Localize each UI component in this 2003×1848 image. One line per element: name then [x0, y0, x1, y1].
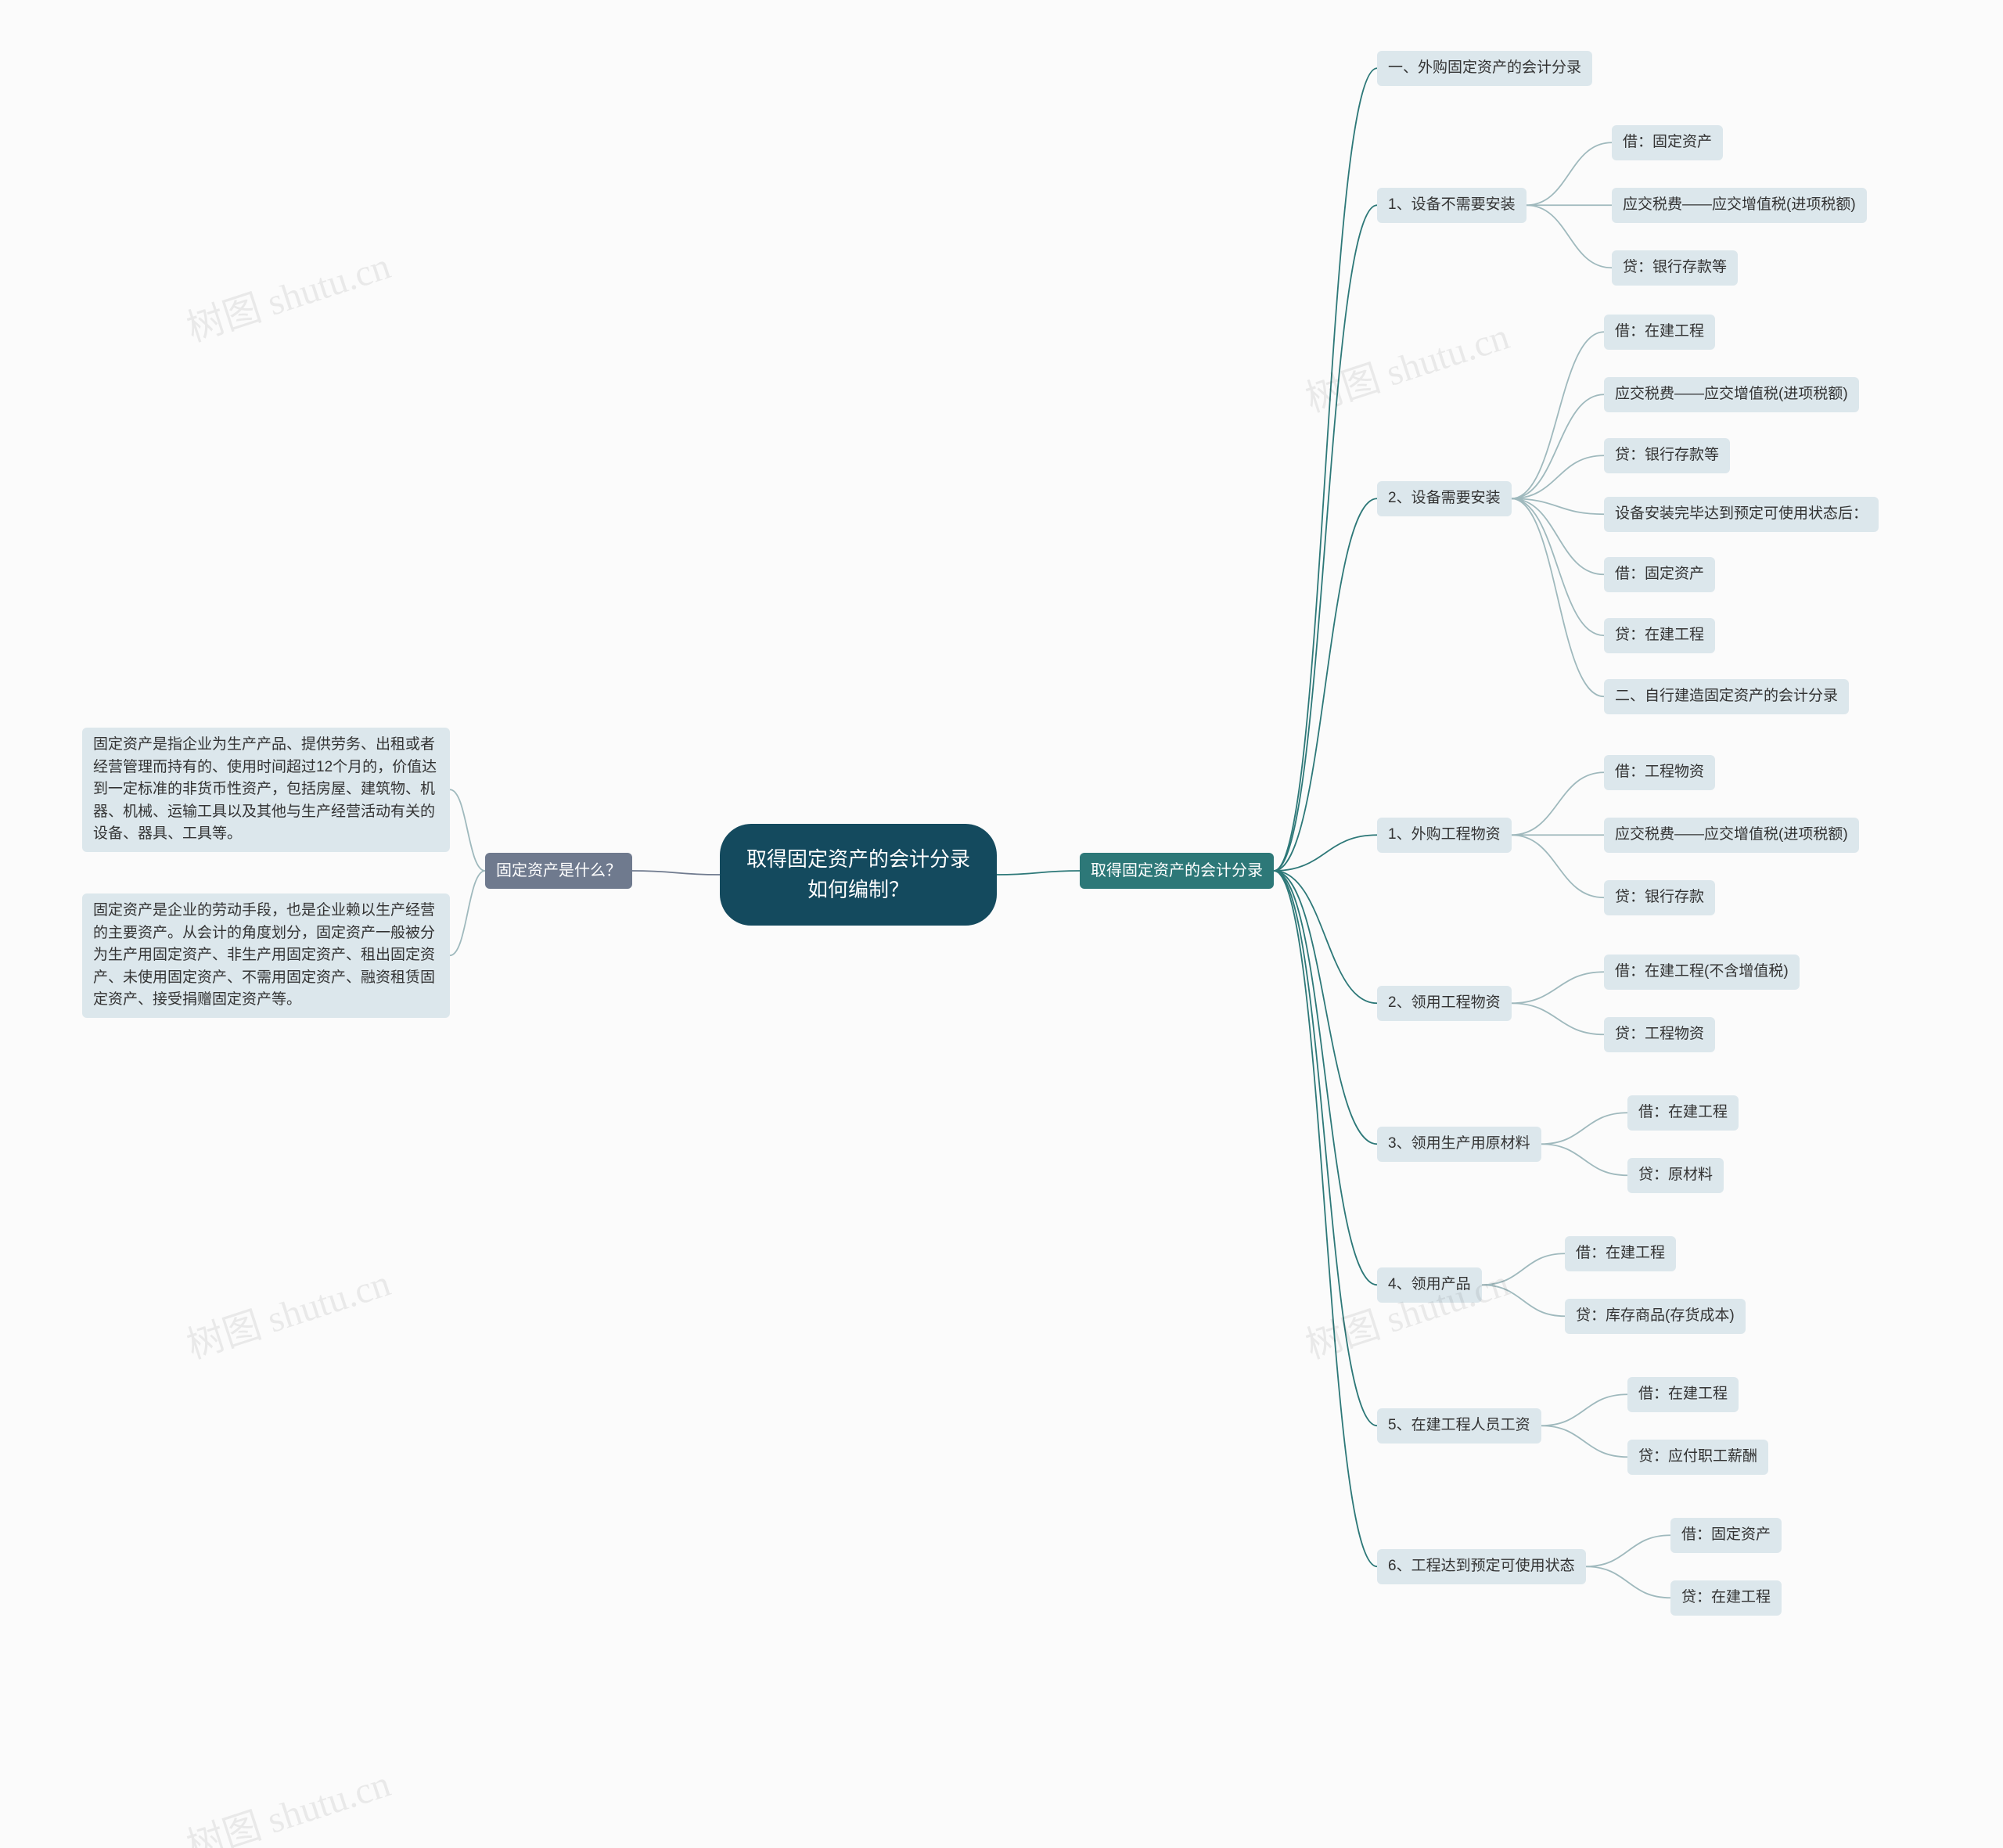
branch-what-is-fixed-asset: 固定资产是什么？ [485, 853, 632, 889]
right-grandchild-8-0: 借：固定资产 [1670, 1518, 1782, 1553]
right-grandchild-3-0: 借：工程物资 [1604, 755, 1715, 790]
right-grandchild-2-2: 贷：银行存款等 [1604, 438, 1730, 473]
right-grandchild-8-1: 贷：在建工程 [1670, 1580, 1782, 1616]
right-grandchild-3-1: 应交税费——应交增值税(进项税额) [1604, 818, 1859, 853]
right-grandchild-1-2: 贷：银行存款等 [1612, 250, 1738, 286]
right-child-8: 6、工程达到预定可使用状态 [1377, 1549, 1586, 1584]
branch-accounting-entries: 取得固定资产的会计分录 [1080, 853, 1274, 889]
right-grandchild-2-1: 应交税费——应交增值税(进项税额) [1604, 377, 1859, 412]
right-child-0: 一、外购固定资产的会计分录 [1377, 51, 1592, 86]
right-grandchild-5-0: 借：在建工程 [1627, 1095, 1739, 1131]
right-grandchild-1-1: 应交税费——应交增值税(进项税额) [1612, 188, 1867, 223]
right-child-2: 2、设备需要安装 [1377, 481, 1512, 516]
right-grandchild-6-1: 贷：库存商品(存货成本) [1565, 1299, 1746, 1334]
mindmap-root: 取得固定资产的会计分录 如何编制？ [720, 824, 997, 926]
right-grandchild-2-6: 二、自行建造固定资产的会计分录 [1604, 679, 1849, 714]
right-child-6: 4、领用产品 [1377, 1267, 1482, 1303]
right-grandchild-2-5: 贷：在建工程 [1604, 618, 1715, 653]
right-grandchild-6-0: 借：在建工程 [1565, 1236, 1676, 1271]
right-grandchild-3-2: 贷：银行存款 [1604, 880, 1715, 915]
right-grandchild-5-1: 贷：原材料 [1627, 1158, 1724, 1193]
right-grandchild-2-3: 设备安装完毕达到预定可使用状态后： [1604, 497, 1879, 532]
right-child-4: 2、领用工程物资 [1377, 986, 1512, 1021]
right-grandchild-2-4: 借：固定资产 [1604, 557, 1715, 592]
watermark-1: 树图 shutu.cn [1297, 305, 1515, 422]
left-leaf-1: 固定资产是企业的劳动手段，也是企业赖以生产经营的主要资产。从会计的角度划分，固定… [82, 893, 450, 1018]
watermark-2: 树图 shutu.cn [178, 1252, 396, 1369]
right-child-1: 1、设备不需要安装 [1377, 188, 1527, 223]
right-grandchild-7-1: 贷：应付职工薪酬 [1627, 1440, 1768, 1475]
right-child-7: 5、在建工程人员工资 [1377, 1408, 1541, 1444]
watermark-0: 树图 shutu.cn [178, 235, 396, 352]
right-child-5: 3、领用生产用原材料 [1377, 1127, 1541, 1162]
left-leaf-0: 固定资产是指企业为生产产品、提供劳务、出租或者经营管理而持有的、使用时间超过12… [82, 728, 450, 852]
right-grandchild-1-0: 借：固定资产 [1612, 125, 1723, 160]
right-grandchild-4-0: 借：在建工程(不含增值税) [1604, 955, 1800, 990]
right-grandchild-2-0: 借：在建工程 [1604, 315, 1715, 350]
right-grandchild-4-1: 贷：工程物资 [1604, 1017, 1715, 1052]
watermark-4: 树图 shutu.cn [178, 1753, 396, 1848]
right-grandchild-7-0: 借：在建工程 [1627, 1377, 1739, 1412]
right-child-3: 1、外购工程物资 [1377, 818, 1512, 853]
